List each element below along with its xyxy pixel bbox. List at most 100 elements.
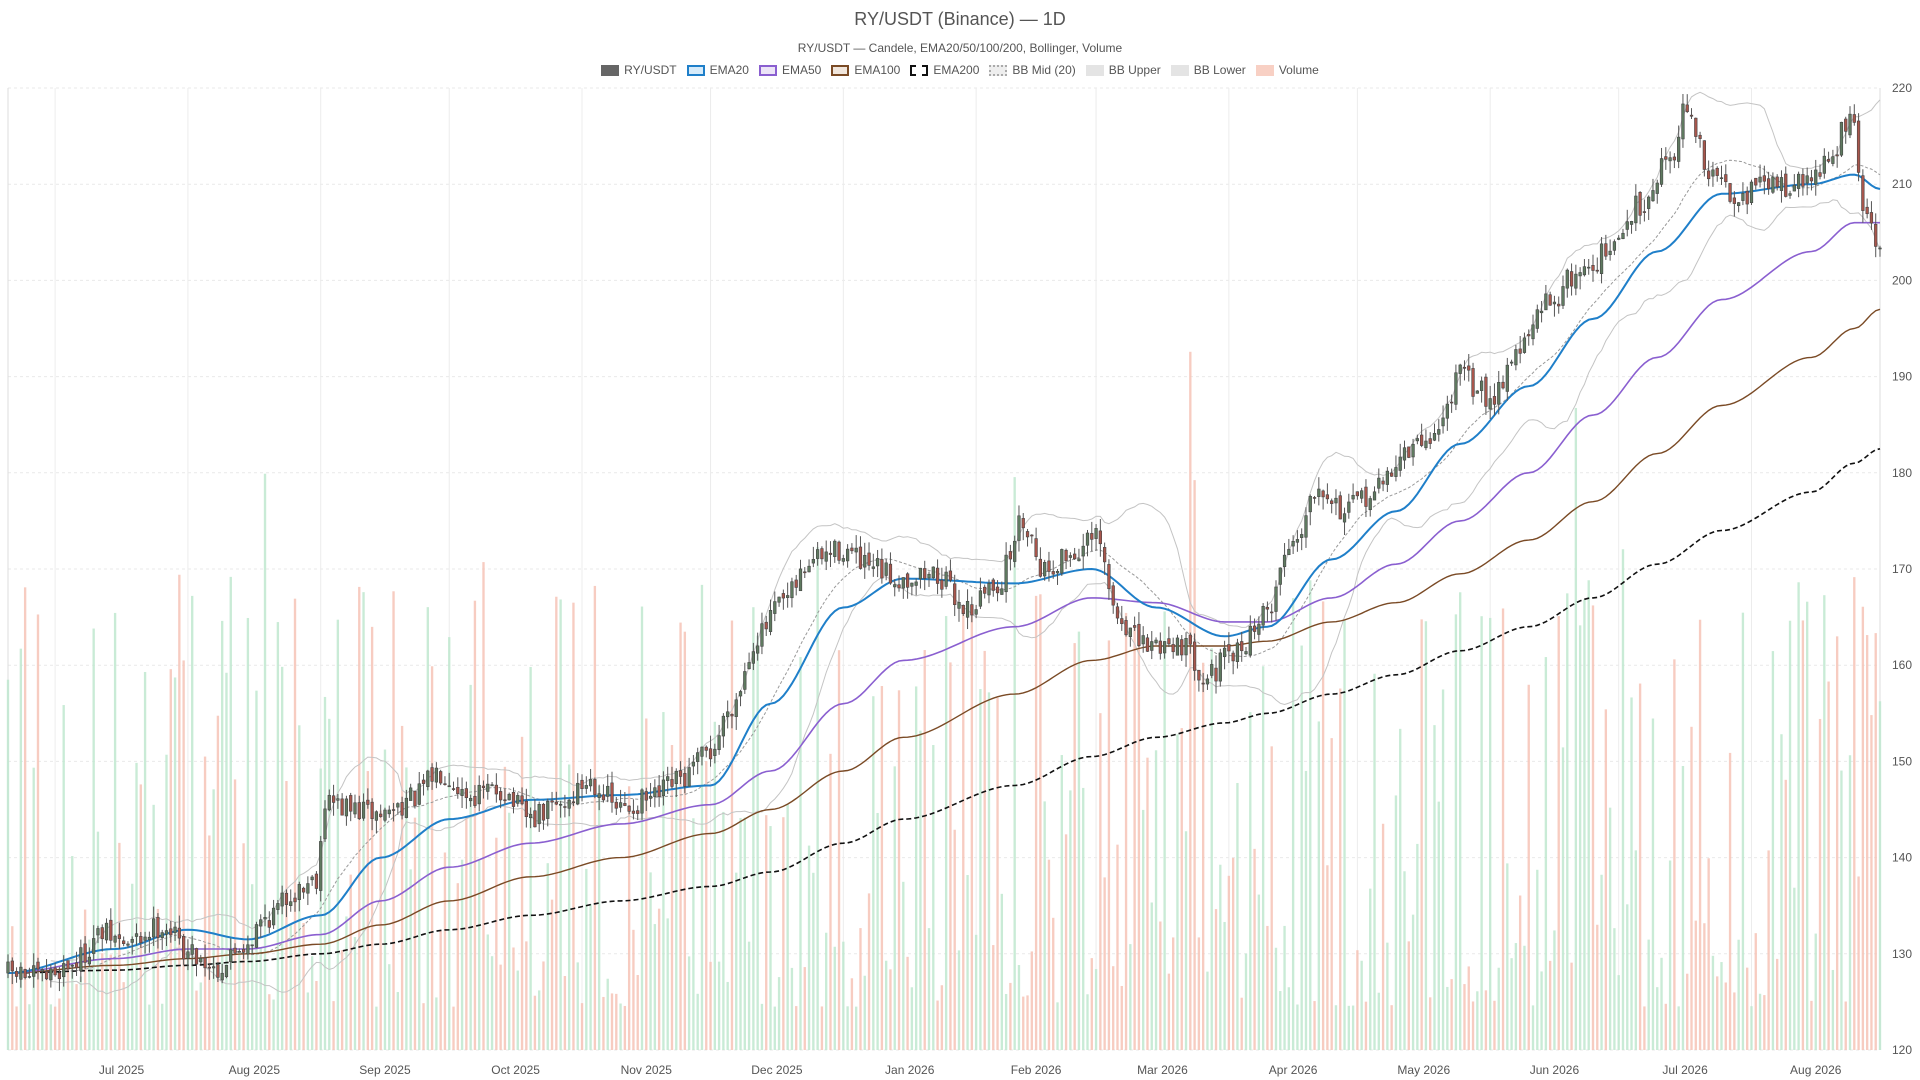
volume-bar [1638,683,1642,1050]
candle-body [666,776,670,781]
volume-bar [863,975,866,1050]
candle [631,799,636,820]
legend-item[interactable]: EMA100 [831,63,900,77]
candle-body [867,552,871,566]
legend-item[interactable]: RY/USDT [601,63,677,77]
candle-body [160,932,164,939]
legend-item[interactable]: BB Lower [1170,63,1246,77]
volume-bar [833,946,836,1050]
candle-body [1582,266,1587,276]
volume-bar [1591,605,1595,1050]
ema200-line [8,448,1881,974]
volume-bar [315,981,318,1050]
volume-bar [1501,608,1505,1050]
candle-body [233,947,237,954]
candle [503,788,507,805]
volume-bar [122,982,125,1050]
volume-bar [1420,619,1423,1050]
candle [1124,616,1128,637]
candle-body [940,579,944,590]
candle [413,790,417,809]
volume-bar [1030,951,1033,1050]
candle [233,943,237,955]
candle-body [1120,618,1124,624]
candle [1741,182,1745,206]
candle-body [503,799,507,802]
volume-bar [919,730,922,1050]
candle [708,735,713,767]
legend-item[interactable]: EMA50 [758,63,821,77]
candle-body [1865,206,1869,215]
volume-bar [1146,757,1149,1050]
candle [434,762,439,789]
volume-bar [1827,681,1830,1050]
candle-body [983,586,987,594]
ema20-line [7,173,1881,974]
candle [117,922,122,949]
volume-bar [1806,601,1809,1050]
volume-bar [1647,939,1650,1050]
candle-body [100,927,104,940]
candle-body [524,800,528,818]
candle-body [546,801,550,819]
volume-bar [1317,721,1321,1050]
volume-bar [1137,624,1141,1050]
candle-body [1762,175,1766,182]
ema100-line [8,308,1881,974]
volume-bar [1124,612,1128,1050]
candle-body [935,567,940,584]
candle-body [164,930,169,935]
volume-bar [131,883,134,1050]
candle-body [1218,652,1222,682]
volume-bar [28,1004,31,1050]
candle-body [1201,682,1205,685]
candle-body [1796,173,1801,189]
legend-item[interactable]: BB Mid (20) [989,63,1076,77]
volume-bar [1561,747,1565,1050]
legend-item[interactable]: Volume [1255,63,1319,77]
candle-body [1591,265,1595,271]
candle [164,923,169,947]
volume-bar [653,924,657,1050]
candle-body [631,810,636,814]
candle [1355,491,1360,500]
candle-body [816,549,820,559]
candle [1685,94,1689,114]
volume-bar [1403,871,1406,1050]
candle [1732,191,1736,217]
legend-item[interactable]: EMA20 [686,63,749,77]
legend-label: EMA20 [709,63,749,77]
candle [1728,183,1732,204]
candle [1291,535,1295,555]
volume-bar [983,650,986,1050]
volume-bar [1630,697,1633,1050]
candle-body [152,918,156,938]
candle-body [383,809,387,821]
legend-item[interactable]: BB Upper [1085,63,1161,77]
candle [657,775,661,807]
legend-item[interactable]: EMA200 [910,63,979,77]
volume-bar [1279,991,1282,1050]
candle-body [1878,247,1882,250]
volume-bar [1154,750,1158,1050]
volume-bar [1463,984,1466,1050]
volume-bar [1506,863,1509,1050]
volume-bar [1017,965,1021,1050]
candle-body [36,961,40,970]
volume-bar [400,725,404,1050]
volume-bar [349,874,352,1050]
candle-body [1869,212,1874,224]
candle [1330,498,1334,514]
y-tick-label: 130 [1892,947,1912,961]
volume-bar [932,745,935,1050]
candle-body [1638,192,1642,216]
candle [1321,489,1325,510]
candle [944,566,948,590]
candle-body [134,933,139,937]
candle [1574,264,1578,296]
volume-bar [1086,994,1089,1050]
candle-body [1368,498,1372,511]
volume-bar [58,998,61,1050]
candle [1137,612,1141,648]
volume-bar [876,812,879,1050]
